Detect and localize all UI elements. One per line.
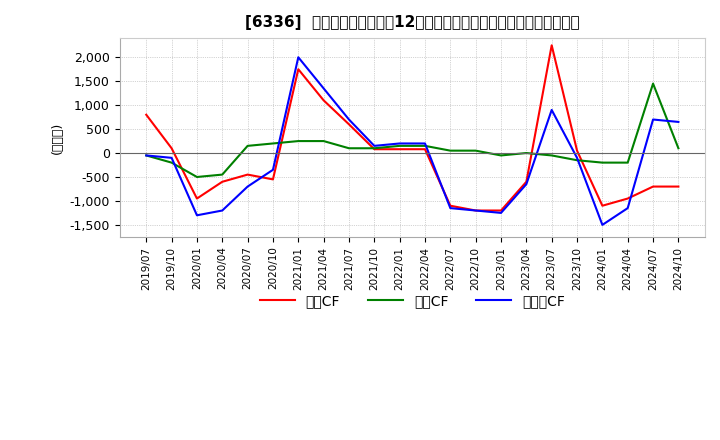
投資CF [243,143,252,149]
フリーCF [345,117,354,122]
投資CF [572,158,581,163]
Title: [6336]  キャッシュフローの12か月移動合計の対前年同期増減額の推移: [6336] キャッシュフローの12か月移動合計の対前年同期増減額の推移 [245,15,580,30]
営業CF [624,196,632,201]
投資CF [420,143,429,149]
投資CF [522,150,531,156]
営業CF [243,172,252,177]
営業CF [472,208,480,213]
フリーCF [319,86,328,91]
投資CF [624,160,632,165]
営業CF [167,146,176,151]
フリーCF [269,167,277,172]
Line: フリーCF: フリーCF [146,57,678,225]
フリーCF [547,107,556,113]
営業CF [269,177,277,182]
投資CF [472,148,480,153]
フリーCF [420,141,429,146]
営業CF [547,43,556,48]
フリーCF [243,184,252,189]
投資CF [167,160,176,165]
投資CF [294,139,302,144]
投資CF [345,146,354,151]
営業CF [370,147,379,152]
フリーCF [624,205,632,211]
フリーCF [294,55,302,60]
営業CF [319,98,328,103]
営業CF [649,184,657,189]
フリーCF [446,205,454,211]
営業CF [395,147,404,152]
Line: 投資CF: 投資CF [146,84,678,177]
フリーCF [218,208,227,213]
投資CF [269,141,277,146]
営業CF [446,203,454,209]
フリーCF [395,141,404,146]
営業CF [193,196,202,201]
投資CF [649,81,657,86]
投資CF [547,153,556,158]
営業CF [218,179,227,184]
投資CF [218,172,227,177]
フリーCF [598,222,607,227]
営業CF [598,203,607,209]
投資CF [395,143,404,149]
フリーCF [497,210,505,216]
フリーCF [572,155,581,161]
フリーCF [472,208,480,213]
フリーCF [167,155,176,161]
フリーCF [649,117,657,122]
投資CF [370,146,379,151]
フリーCF [193,213,202,218]
Legend: 営業CF, 投資CF, フリーCF: 営業CF, 投資CF, フリーCF [254,288,570,313]
Line: 営業CF: 営業CF [146,45,678,210]
投資CF [193,174,202,180]
フリーCF [370,143,379,149]
フリーCF [522,182,531,187]
営業CF [142,112,150,117]
フリーCF [142,153,150,158]
営業CF [522,179,531,184]
営業CF [497,208,505,213]
投資CF [598,160,607,165]
投資CF [319,139,328,144]
投資CF [142,153,150,158]
Y-axis label: (百万円): (百万円) [51,121,64,154]
営業CF [345,122,354,127]
投資CF [674,146,683,151]
営業CF [420,147,429,152]
営業CF [294,66,302,72]
投資CF [446,148,454,153]
営業CF [674,184,683,189]
投資CF [497,153,505,158]
フリーCF [674,119,683,125]
営業CF [572,148,581,153]
